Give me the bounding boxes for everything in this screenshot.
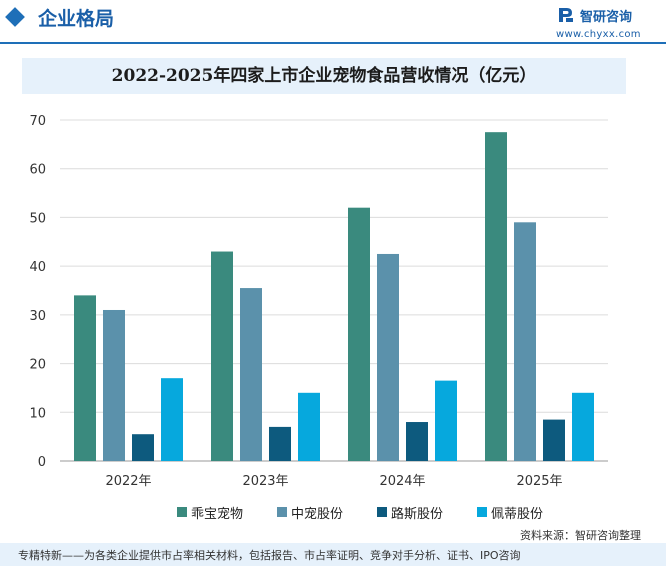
bar-中宠股份-2024年: [377, 253, 399, 461]
bar-路斯股份-2025年: [543, 419, 565, 461]
y-tick-label: 60: [29, 163, 46, 178]
y-tick-label: 0: [38, 455, 46, 470]
y-tick-label: 30: [29, 309, 46, 324]
chart-title-box: 2022-2025年四家上市企业宠物食品营收情况（亿元）: [22, 58, 626, 94]
x-tick-label: 2022年: [105, 474, 151, 489]
diamond-icon: [5, 7, 25, 27]
bar-佩蒂股份-2025年: [572, 392, 594, 461]
bar-中宠股份-2025年: [514, 222, 536, 461]
header-divider: [0, 42, 666, 44]
legend-label: 中宠股份: [291, 507, 344, 522]
x-tick-label: 2023年: [242, 474, 288, 489]
bar-中宠股份-2022年: [103, 309, 125, 461]
bar-路斯股份-2023年: [269, 426, 291, 461]
chart-legend: 乖宝宠物 中宠股份 路斯股份 佩蒂股份: [0, 502, 666, 522]
zhiyan-logo-icon: [559, 8, 573, 22]
legend-swatch: [277, 507, 287, 517]
bar-乖宝宠物-2025年: [485, 132, 507, 461]
footer-banner: 专精特新——为各类企业提供市占率相关材料，包括报告、市占率证明、竞争对手分析、证…: [0, 543, 666, 566]
y-tick-label: 50: [29, 211, 46, 226]
y-tick-label: 10: [29, 406, 46, 421]
x-tick-label: 2025年: [516, 474, 562, 489]
bar-佩蒂股份-2022年: [161, 378, 183, 461]
y-tick-label: 20: [29, 358, 46, 373]
bar-乖宝宠物-2022年: [74, 295, 96, 461]
y-tick-label: 70: [29, 114, 46, 129]
x-tick-label: 2024年: [379, 474, 425, 489]
legend-swatch: [377, 507, 387, 517]
y-tick-label: 40: [29, 260, 46, 275]
page-header: 企业格局 智研咨询 www.chyxx.com: [0, 0, 666, 44]
bar-中宠股份-2023年: [240, 288, 262, 461]
legend-label: 路斯股份: [391, 507, 444, 522]
legend-label: 乖宝宠物: [191, 507, 244, 522]
logo-name: 智研咨询: [580, 10, 633, 25]
bar-佩蒂股份-2024年: [435, 380, 457, 461]
legend-label: 佩蒂股份: [491, 507, 544, 522]
section-title: 企业格局: [38, 8, 115, 30]
bar-乖宝宠物-2024年: [348, 207, 370, 461]
bar-chart: 0 10 20 30 40 50 60 70 2022年 2023年 2024年 2025年: [29, 114, 608, 489]
footer-text: 专精特新——为各类企业提供市占率相关材料，包括报告、市占率证明、竞争对手分析、证…: [18, 549, 521, 562]
bar-路斯股份-2022年: [132, 434, 154, 461]
bar-佩蒂股份-2023年: [298, 392, 320, 461]
source-note: 资料来源：智研咨询整理: [520, 529, 641, 542]
legend-swatch: [477, 507, 487, 517]
logo-url: www.chyxx.com: [556, 29, 641, 40]
bar-乖宝宠物-2023年: [211, 251, 233, 461]
bar-路斯股份-2024年: [406, 422, 428, 461]
legend-swatch: [177, 507, 187, 517]
chart-title: 2022-2025年四家上市企业宠物食品营收情况（亿元）: [111, 66, 537, 86]
